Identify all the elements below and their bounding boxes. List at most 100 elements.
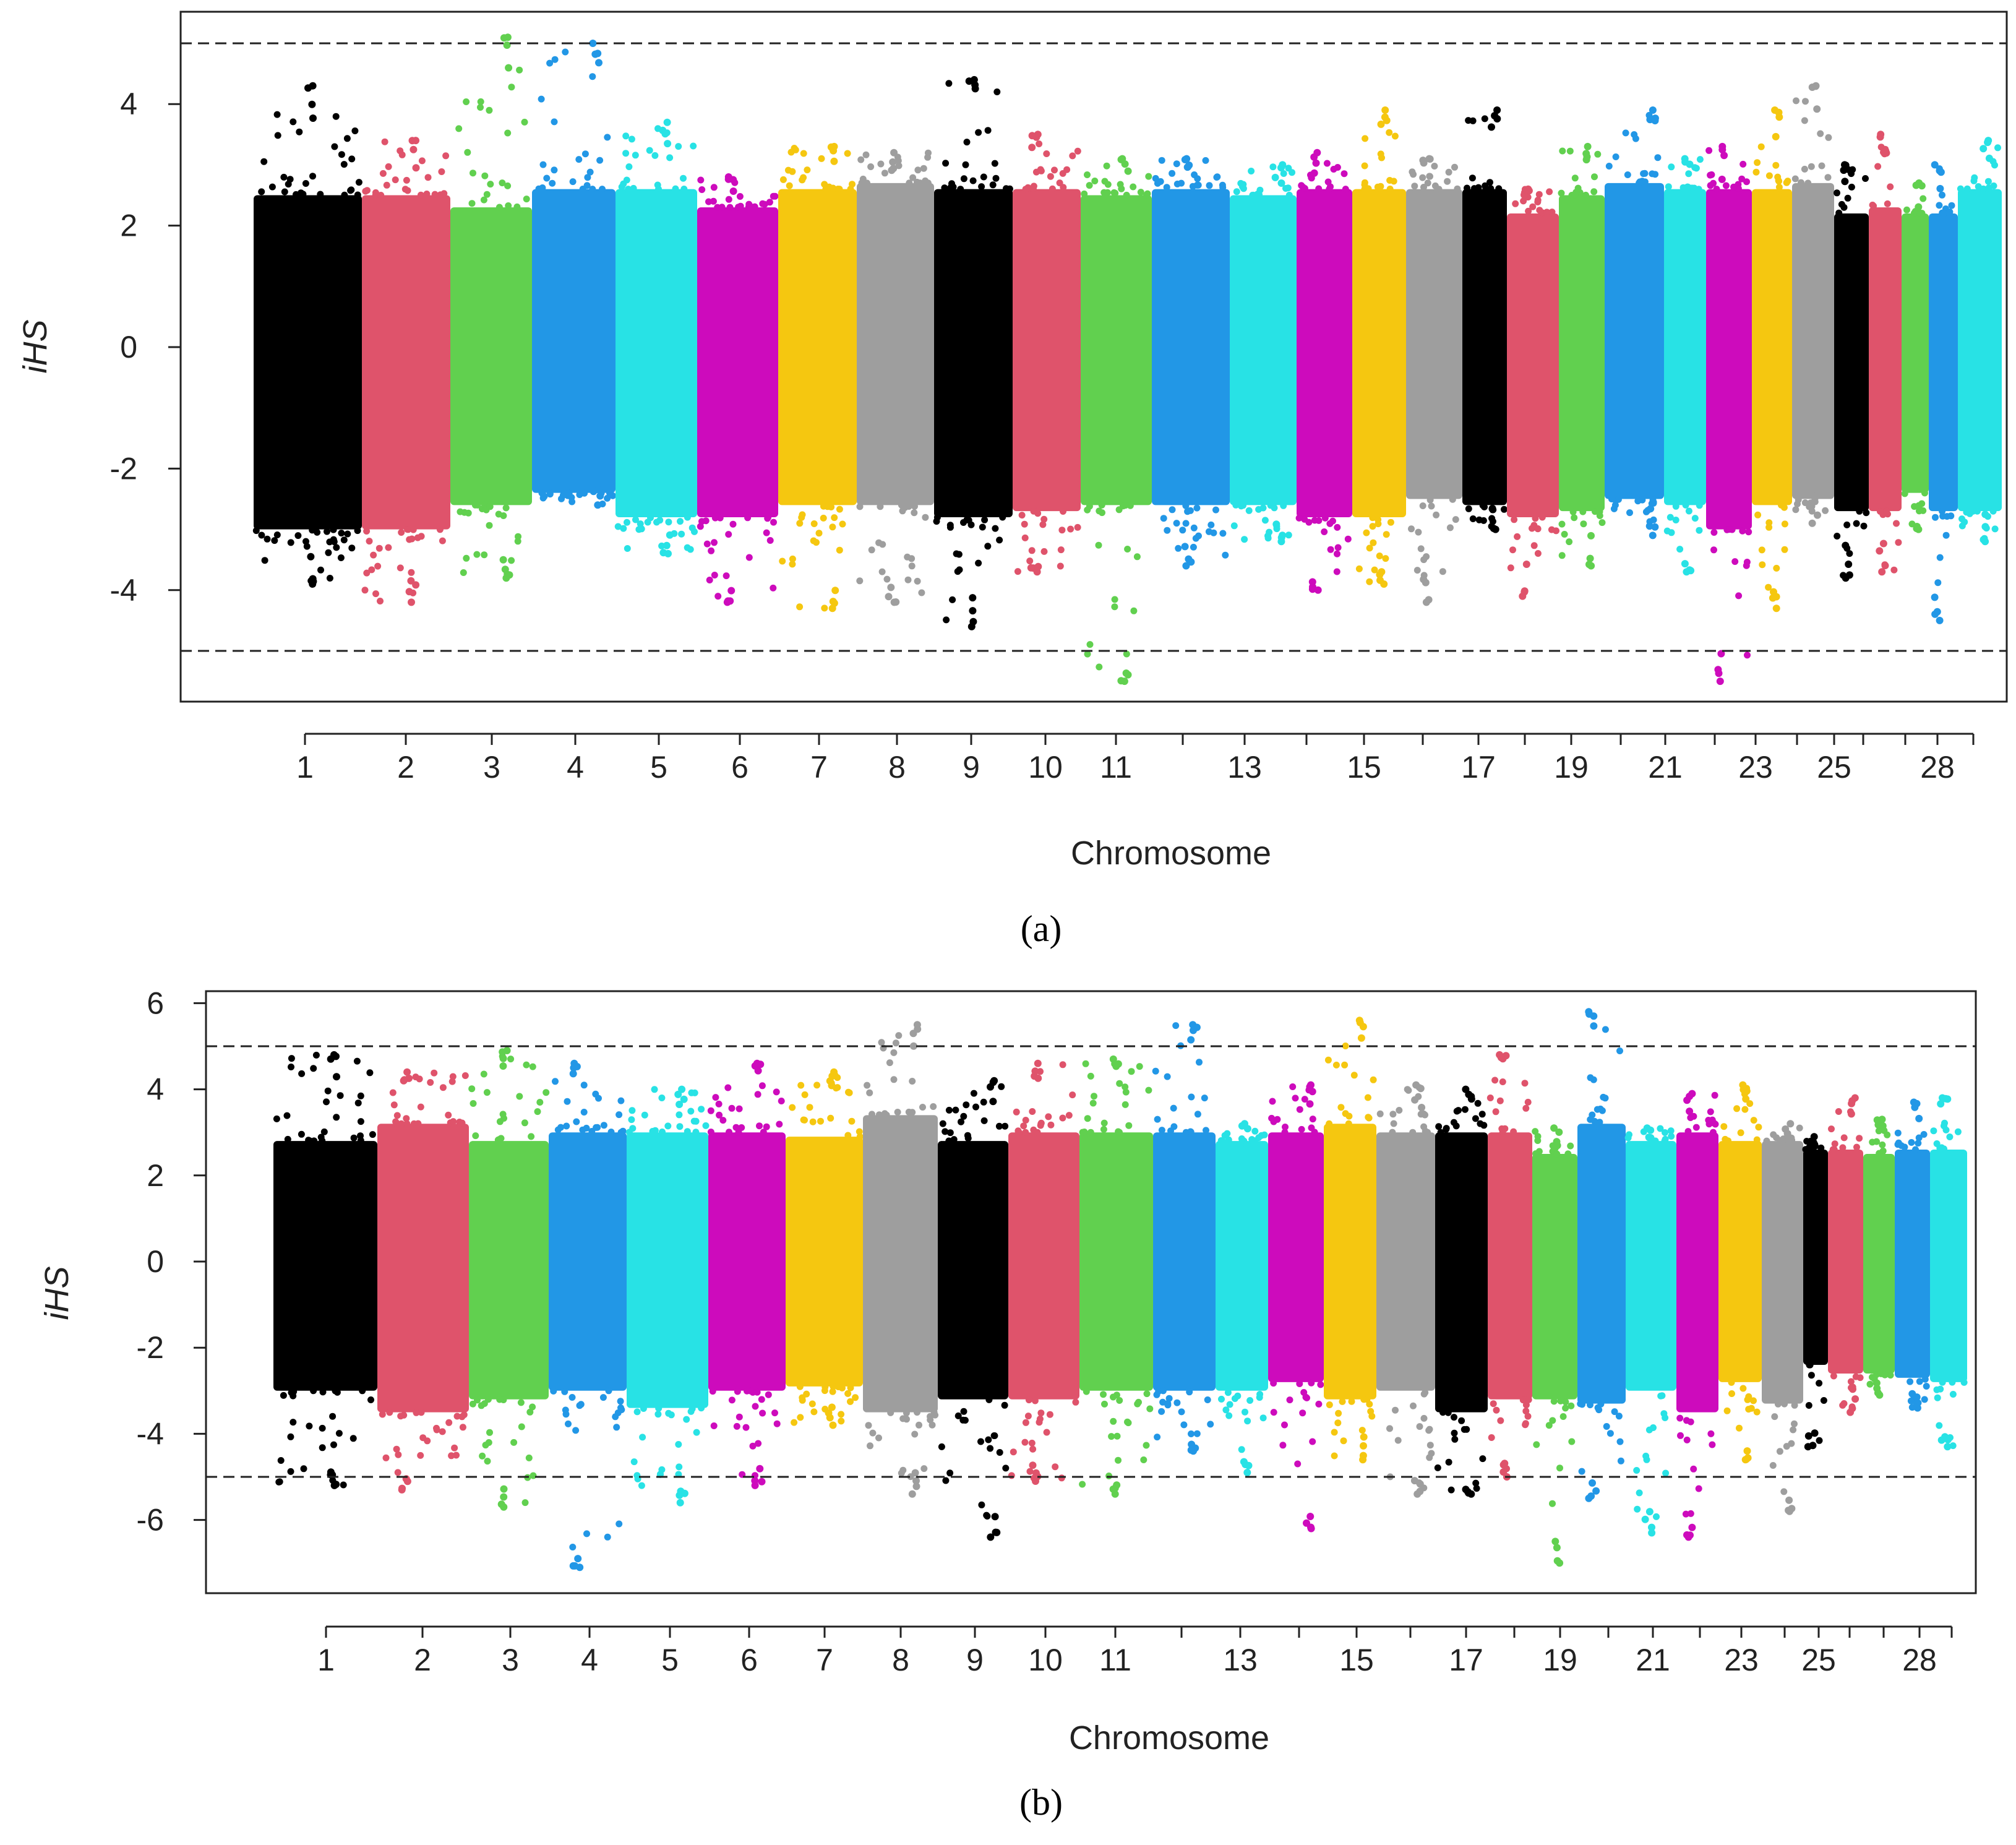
data-point xyxy=(1828,1125,1835,1133)
data-point xyxy=(628,135,635,143)
data-point xyxy=(583,1124,590,1132)
chromosome-17-core xyxy=(1462,189,1507,505)
data-point xyxy=(1894,1129,1902,1137)
data-point-trough xyxy=(1876,547,1884,555)
data-point xyxy=(1386,186,1394,192)
data-point xyxy=(1726,526,1733,533)
data-point xyxy=(1557,1397,1564,1404)
data-point-trough xyxy=(1849,1385,1856,1393)
data-point-trough xyxy=(501,566,509,574)
data-point xyxy=(312,1051,320,1059)
panel-a-y-label: iHS xyxy=(17,319,54,373)
data-point xyxy=(761,200,768,208)
data-point xyxy=(1835,1108,1842,1115)
data-point xyxy=(1255,505,1263,513)
data-point xyxy=(1591,173,1598,181)
data-point xyxy=(1337,1104,1345,1111)
data-point xyxy=(628,1116,635,1124)
data-point-peak xyxy=(1881,150,1889,158)
data-point xyxy=(324,528,330,535)
data-point xyxy=(393,1112,401,1119)
data-point xyxy=(654,1411,662,1418)
data-point xyxy=(398,529,405,536)
data-point xyxy=(586,168,594,176)
data-point xyxy=(1125,1419,1132,1427)
data-point xyxy=(1876,508,1884,515)
data-point xyxy=(451,1444,458,1451)
data-point xyxy=(1188,1430,1195,1437)
data-point xyxy=(319,1137,326,1145)
data-point xyxy=(1095,541,1102,549)
data-point xyxy=(1120,502,1126,510)
data-point-peak xyxy=(403,1068,411,1076)
data-point-peak xyxy=(1936,184,1944,192)
data-point-trough xyxy=(1845,571,1853,579)
data-point xyxy=(1350,1072,1358,1079)
data-point xyxy=(1190,524,1198,531)
data-point-peak xyxy=(309,114,317,122)
data-point xyxy=(1083,1388,1090,1395)
panel-b-y-label: iHS xyxy=(38,1266,75,1320)
data-point xyxy=(1916,1378,1923,1385)
data-point xyxy=(1939,507,1946,515)
data-point xyxy=(883,575,891,583)
data-point xyxy=(510,1439,518,1446)
chromosome-21-points xyxy=(1663,155,1706,576)
data-point xyxy=(1334,523,1341,531)
data-point xyxy=(1159,1387,1167,1395)
data-point xyxy=(677,518,684,525)
data-point xyxy=(1104,189,1111,196)
data-point xyxy=(1522,1401,1530,1409)
data-point-trough xyxy=(831,587,839,595)
chromosome-28-core xyxy=(1929,213,1958,512)
data-point xyxy=(1846,550,1853,557)
y-tick-label: 2 xyxy=(147,1158,164,1193)
chromosome-12-points xyxy=(1152,1021,1216,1455)
data-point xyxy=(1695,1485,1702,1492)
chromosome-26-core xyxy=(1828,1150,1863,1374)
data-point-peak xyxy=(827,143,835,151)
data-point xyxy=(1261,517,1269,524)
data-point xyxy=(1507,564,1514,572)
data-point xyxy=(992,174,1000,182)
data-point xyxy=(616,1111,623,1119)
data-point xyxy=(1668,163,1675,171)
data-point xyxy=(350,1435,357,1442)
data-point xyxy=(1413,567,1421,574)
data-point xyxy=(418,157,426,165)
data-point xyxy=(1270,1409,1277,1416)
panel-b-label: (b) xyxy=(1019,1782,1063,1823)
chromosome-11-points xyxy=(1079,1055,1154,1498)
data-point xyxy=(1991,525,1999,533)
data-point xyxy=(1362,135,1369,142)
data-point-trough xyxy=(1181,543,1189,551)
data-point-peak xyxy=(678,1085,686,1093)
data-point xyxy=(1580,520,1587,528)
data-point xyxy=(829,1388,836,1395)
data-point-peak xyxy=(890,148,898,157)
data-point-trough xyxy=(1878,568,1886,576)
data-point-peak xyxy=(830,157,838,165)
data-point xyxy=(763,529,770,536)
data-point xyxy=(909,1109,916,1116)
data-point xyxy=(638,1482,645,1489)
data-point xyxy=(1111,603,1118,611)
data-point-peak xyxy=(1377,120,1385,128)
data-point xyxy=(960,175,967,183)
x-tick-label: 17 xyxy=(1449,1643,1483,1677)
data-point-trough xyxy=(1649,531,1657,540)
data-point xyxy=(1087,1072,1094,1080)
data-point xyxy=(1946,209,1954,215)
data-point-peak xyxy=(1683,1096,1691,1104)
y-tick-label: 4 xyxy=(147,1072,164,1107)
data-point xyxy=(1444,1409,1452,1416)
data-point xyxy=(1074,147,1081,155)
data-point xyxy=(779,176,787,183)
data-point xyxy=(382,1454,390,1461)
data-point-peak xyxy=(661,130,669,138)
data-point xyxy=(1543,209,1551,216)
data-point-peak xyxy=(1681,158,1689,166)
data-point xyxy=(473,551,481,558)
data-point xyxy=(1568,1438,1576,1445)
data-point xyxy=(546,59,554,67)
